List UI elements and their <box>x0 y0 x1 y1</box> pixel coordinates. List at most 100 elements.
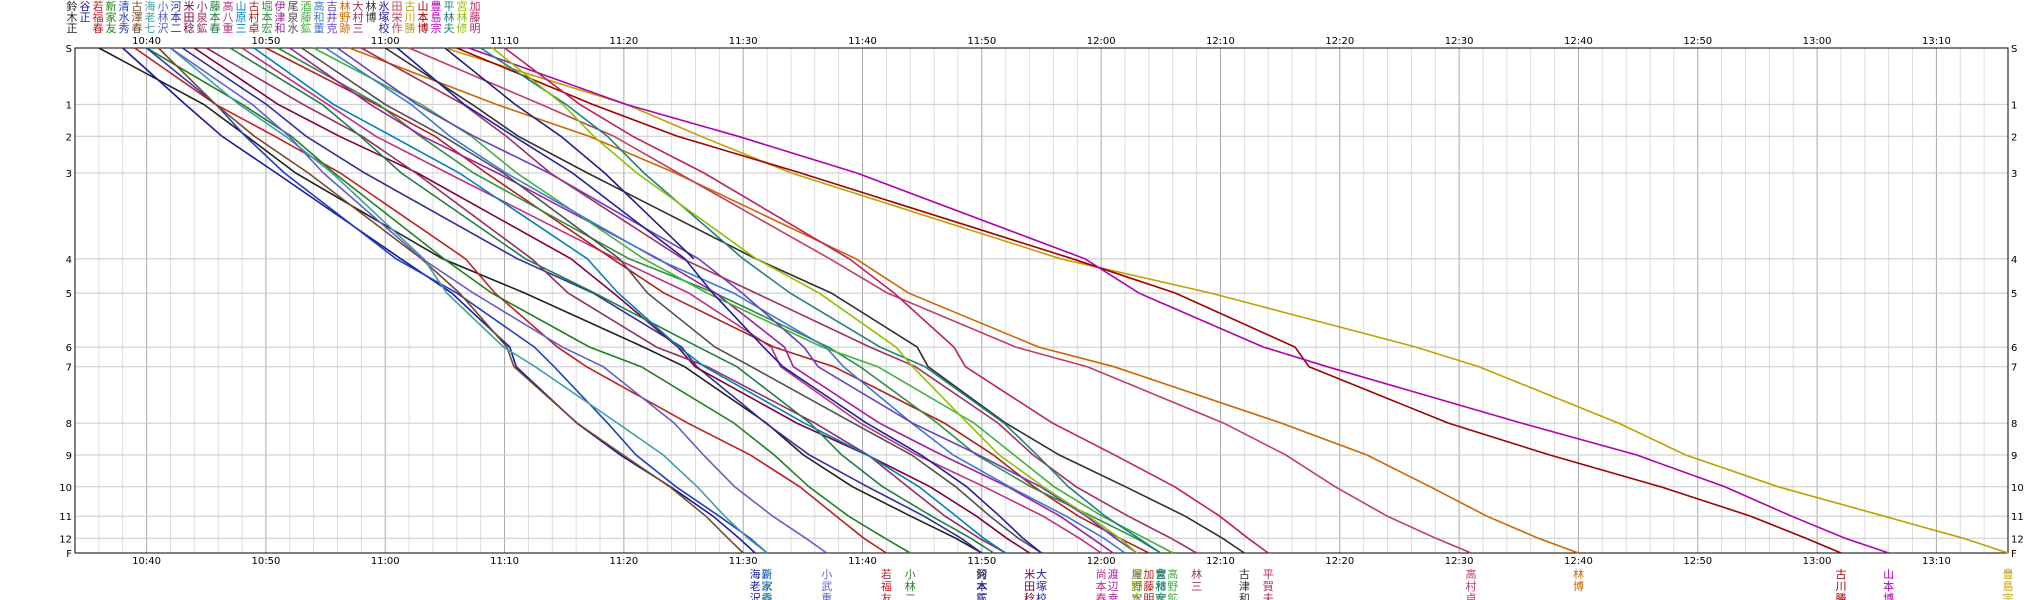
top-name-char: 林 <box>366 0 377 13</box>
top-name-char: 海 <box>145 0 156 13</box>
top-name-char: 博 <box>366 11 377 24</box>
top-name-char: 校 <box>379 21 390 35</box>
y-tick-label-right: 5 <box>2011 289 2017 300</box>
bottom-name-char: 小 <box>905 568 916 581</box>
top-name-char: 林 <box>444 10 455 24</box>
y-tick-label-right: 7 <box>2011 363 2017 374</box>
x-tick-label-top: 11:00 <box>371 36 400 47</box>
bottom-name-char: 林 <box>1573 567 1584 581</box>
series-line <box>169 47 768 554</box>
x-tick-label-bottom: 11:10 <box>490 556 519 567</box>
x-tick-label-top: 10:40 <box>132 36 161 47</box>
top-name-char: 宮 <box>457 0 468 13</box>
y-tick-label-right: 9 <box>2011 451 2017 462</box>
bottom-name-char: 大 <box>1036 567 1047 581</box>
series-line <box>122 47 756 554</box>
top-name-char: 塚 <box>379 11 390 24</box>
top-name-char: 川 <box>405 11 416 24</box>
bottom-name-char: 和 <box>1155 580 1166 593</box>
bottom-name-char: 辺 <box>1108 580 1119 593</box>
top-name-char: 河 <box>171 0 182 13</box>
bottom-name-char: 春 <box>1096 592 1107 600</box>
top-name-char: 鈴 <box>67 0 78 13</box>
top-name-char: 水 <box>119 11 130 24</box>
top-name-char: 三 <box>353 22 364 35</box>
top-name-char: 三 <box>236 22 247 35</box>
bottom-name-char: 重 <box>821 591 832 600</box>
top-name-char: 鉱 <box>301 21 312 35</box>
top-name-char: 平 <box>444 0 455 13</box>
bottom-name-char: 賀 <box>1263 580 1274 593</box>
top-name-char: 谷 <box>80 0 91 13</box>
bottom-name-char: 渡 <box>1108 567 1119 581</box>
top-name-char: 小 <box>158 0 169 13</box>
bottom-name-char: 若 <box>881 568 892 581</box>
y-tick-label-right: S <box>2011 44 2017 55</box>
bottom-name-char: 夫 <box>1263 592 1274 600</box>
top-name-char: 堀 <box>262 0 273 13</box>
x-tick-label-top: 12:20 <box>1325 36 1354 47</box>
series-line <box>361 47 1197 554</box>
bottom-name-char: 山 <box>1883 568 1894 581</box>
bottom-name-char: 家 <box>762 579 773 593</box>
top-name-char: 藤 <box>210 0 221 13</box>
x-tick-label-bottom: 11:00 <box>371 556 400 567</box>
top-name-char: 原 <box>236 11 247 24</box>
bottom-name-char: 武 <box>821 580 832 593</box>
bottom-name-char: 村 <box>1466 579 1477 593</box>
top-name-char: 林 <box>340 0 351 13</box>
top-name-char: 豊 <box>431 0 442 13</box>
top-name-char: 八 <box>223 11 234 24</box>
x-tick-label-bottom: 12:00 <box>1087 556 1116 567</box>
y-tick-label-left: 8 <box>66 419 72 430</box>
bottom-name-char: 水 <box>1131 592 1142 600</box>
y-tick-label-right: 4 <box>2011 255 2017 266</box>
bottom-name-char: 塚 <box>1036 580 1047 593</box>
x-tick-label-top: 11:40 <box>848 36 877 47</box>
top-name-char: 若 <box>93 0 104 13</box>
y-tick-label-left: 7 <box>66 363 72 374</box>
top-name-char: 宗 <box>431 21 442 35</box>
series-line <box>384 47 1245 554</box>
top-name-char: 夫 <box>444 22 455 35</box>
top-name-char: 修 <box>457 21 468 35</box>
top-name-char: 尾 <box>288 0 299 13</box>
y-tick-label-left: 5 <box>66 289 72 300</box>
top-name-char: 宏 <box>262 21 273 35</box>
bottom-name-char: 藤 <box>1143 580 1154 593</box>
bottom-name-char: 本 <box>1096 579 1107 593</box>
top-name-char: 大 <box>353 0 364 13</box>
series-line <box>325 47 1126 554</box>
top-name-char: 村 <box>353 10 364 24</box>
x-tick-label-bottom: 12:40 <box>1564 556 1593 567</box>
y-tick-label-left: 4 <box>66 255 72 266</box>
series-line <box>134 47 887 554</box>
series-line <box>444 47 695 260</box>
bottom-name-char: 鈴 <box>976 567 987 581</box>
bottom-name-char: 豊 <box>1155 568 1166 581</box>
top-name-char: 島 <box>431 10 442 24</box>
top-name-char: 跡 <box>340 21 351 35</box>
bottom-name-char: 古 <box>1239 568 1250 581</box>
y-tick-label-left: F <box>66 549 72 560</box>
top-name-char: 高 <box>314 0 325 13</box>
x-tick-label-top: 13:00 <box>1803 36 1832 47</box>
series-line <box>241 47 1102 554</box>
top-name-char: 博 <box>418 22 429 35</box>
top-name-char: 野 <box>340 11 351 24</box>
top-name-char: 本 <box>262 10 273 24</box>
top-name-char: 本 <box>171 10 182 24</box>
y-tick-label-left: 10 <box>59 483 72 494</box>
top-name-char: 津 <box>275 11 286 24</box>
series-line <box>301 47 1042 554</box>
top-name-char: 鉱 <box>197 21 208 35</box>
top-name-char: 老 <box>145 11 156 24</box>
x-tick-label-top: 12:10 <box>1206 36 1235 47</box>
x-tick-label-bottom: 12:30 <box>1445 556 1474 567</box>
bottom-name-char: 宏 <box>1131 591 1142 600</box>
top-name-char: 稔 <box>184 21 195 35</box>
x-tick-label-bottom: 10:50 <box>251 556 280 567</box>
bottom-name-char: 河 <box>976 568 987 581</box>
series-line <box>480 47 1162 554</box>
series-line <box>349 47 1579 554</box>
